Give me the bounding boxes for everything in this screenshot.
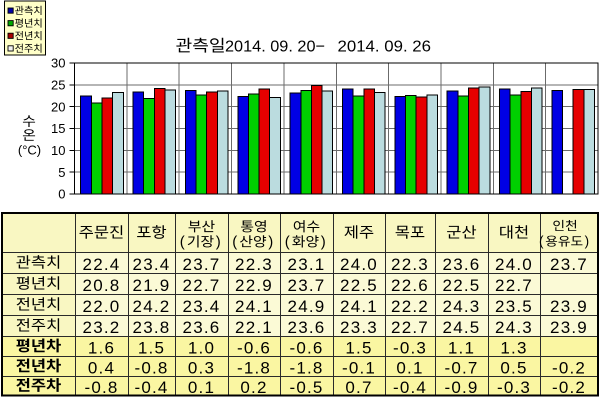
svg-text:23.2: 23.2	[83, 318, 121, 337]
svg-text:22.5: 22.5	[443, 276, 481, 295]
svg-text:24.1: 24.1	[340, 297, 378, 316]
svg-text:30: 30	[51, 56, 65, 71]
svg-text:22.5: 22.5	[340, 276, 378, 295]
svg-text:-0.4: -0.4	[134, 378, 168, 397]
svg-text:22.0: 22.0	[83, 297, 121, 316]
svg-text:23.7: 23.7	[550, 255, 588, 274]
svg-text:0.1: 0.1	[188, 378, 215, 397]
svg-text:24.5: 24.5	[443, 318, 481, 337]
svg-text:20: 20	[51, 99, 65, 114]
svg-text:-0.9: -0.9	[444, 378, 478, 397]
svg-text:23.6: 23.6	[288, 318, 326, 337]
svg-text:2014. 09. 26: 2014. 09. 26	[338, 38, 432, 55]
svg-text:0.5: 0.5	[500, 359, 527, 378]
svg-text:-0.3: -0.3	[393, 339, 427, 358]
svg-text:24.3: 24.3	[443, 297, 481, 316]
svg-text:20.8: 20.8	[83, 276, 121, 295]
svg-text:1.0: 1.0	[188, 339, 215, 358]
svg-text:): )	[216, 233, 221, 250]
svg-text:23.6: 23.6	[443, 255, 481, 274]
svg-text:-0.5: -0.5	[289, 378, 323, 397]
svg-text:-0.7: -0.7	[444, 359, 478, 378]
svg-text:-0.2: -0.2	[552, 378, 586, 397]
svg-text:22.9: 22.9	[235, 276, 273, 295]
svg-text:-0.1: -0.1	[342, 359, 376, 378]
svg-text:22.1: 22.1	[235, 318, 273, 337]
svg-text:1.1: 1.1	[448, 339, 475, 358]
svg-text:0.4: 0.4	[88, 359, 115, 378]
svg-text:-0.6: -0.6	[237, 339, 271, 358]
svg-text:1.5: 1.5	[345, 339, 372, 358]
svg-text:23.5: 23.5	[495, 297, 533, 316]
svg-text:(: (	[232, 233, 237, 250]
svg-text:-1.8: -1.8	[289, 359, 323, 378]
svg-text:24.9: 24.9	[288, 297, 326, 316]
svg-text:-0.8: -0.8	[84, 378, 118, 397]
svg-text:23.1: 23.1	[288, 255, 326, 274]
svg-text:0.7: 0.7	[345, 378, 372, 397]
svg-text:5: 5	[58, 165, 65, 180]
svg-text:-0.2: -0.2	[552, 359, 586, 378]
svg-text:1.3: 1.3	[500, 339, 527, 358]
svg-text:0.3: 0.3	[188, 359, 215, 378]
svg-text:23.6: 23.6	[183, 318, 221, 337]
svg-text:(: (	[180, 233, 185, 250]
svg-text:23.7: 23.7	[183, 255, 221, 274]
svg-text:23.3: 23.3	[340, 318, 378, 337]
svg-text:(°C): (°C)	[18, 143, 41, 158]
svg-text:24.1: 24.1	[235, 297, 273, 316]
svg-text:22.7: 22.7	[391, 318, 429, 337]
svg-text:(: (	[539, 234, 544, 249]
svg-text:21.9: 21.9	[133, 276, 171, 295]
svg-text:): )	[585, 234, 590, 249]
svg-text:24.2: 24.2	[133, 297, 171, 316]
svg-text:25: 25	[51, 78, 65, 93]
svg-text:10: 10	[51, 143, 65, 158]
svg-text:22.7: 22.7	[183, 276, 221, 295]
svg-text:0.1: 0.1	[396, 359, 423, 378]
svg-text:-0.3: -0.3	[497, 378, 531, 397]
svg-text:2014. 09. 20−: 2014. 09. 20−	[225, 38, 325, 55]
svg-text:23.9: 23.9	[550, 318, 588, 337]
svg-text:15: 15	[51, 121, 65, 136]
svg-text:23.8: 23.8	[133, 318, 171, 337]
svg-text:): )	[321, 233, 326, 250]
svg-text:23.7: 23.7	[288, 276, 326, 295]
svg-text:22.4: 22.4	[83, 255, 121, 274]
svg-text:0: 0	[58, 187, 65, 202]
svg-text:-0.4: -0.4	[393, 378, 427, 397]
svg-text:24.3: 24.3	[495, 318, 533, 337]
svg-text:-1.8: -1.8	[237, 359, 271, 378]
svg-text:22.6: 22.6	[391, 276, 429, 295]
svg-text:-0.8: -0.8	[134, 359, 168, 378]
svg-text:22.3: 22.3	[391, 255, 429, 274]
svg-text:23.4: 23.4	[133, 255, 171, 274]
svg-text:22.7: 22.7	[495, 276, 533, 295]
svg-text:23.4: 23.4	[183, 297, 221, 316]
svg-text:-0.6: -0.6	[289, 339, 323, 358]
svg-text:22.3: 22.3	[235, 255, 273, 274]
svg-text:(: (	[285, 233, 290, 250]
svg-text:0.2: 0.2	[240, 378, 267, 397]
svg-text:24.0: 24.0	[340, 255, 378, 274]
svg-text:23.9: 23.9	[550, 297, 588, 316]
svg-text:1.5: 1.5	[138, 339, 165, 358]
svg-text:24.0: 24.0	[495, 255, 533, 274]
svg-text:22.2: 22.2	[391, 297, 429, 316]
svg-text:1.6: 1.6	[88, 339, 115, 358]
svg-text:): )	[268, 233, 273, 250]
